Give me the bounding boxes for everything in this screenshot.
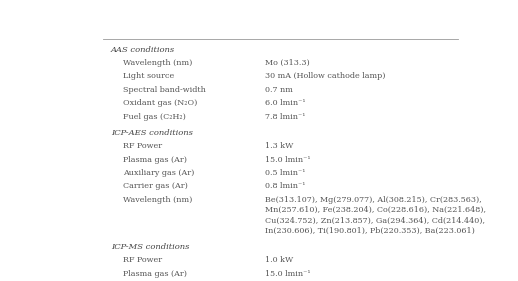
Text: 1.3 kW: 1.3 kW <box>266 142 294 150</box>
Text: Be(313.107), Mg(279.077), Al(308.215), Cr(283.563),
Mn(257.610), Fe(238.204), Co: Be(313.107), Mg(279.077), Al(308.215), C… <box>266 196 486 235</box>
Text: 6.0 lmin⁻¹: 6.0 lmin⁻¹ <box>266 99 306 107</box>
Text: RF Power: RF Power <box>123 142 162 150</box>
Text: 1.0 kW: 1.0 kW <box>266 256 294 264</box>
Text: Spectral band-width: Spectral band-width <box>123 86 206 94</box>
Text: 0.7 nm: 0.7 nm <box>266 86 293 94</box>
Text: ICP-AES conditions: ICP-AES conditions <box>111 129 193 137</box>
Text: Oxidant gas (N₂O): Oxidant gas (N₂O) <box>123 99 197 107</box>
Text: 0.5 lmin⁻¹: 0.5 lmin⁻¹ <box>266 169 306 177</box>
Text: 15.0 lmin⁻¹: 15.0 lmin⁻¹ <box>266 156 311 164</box>
Text: Plasma gas (Ar): Plasma gas (Ar) <box>123 270 187 278</box>
Text: Wavelength (nm): Wavelength (nm) <box>123 59 192 67</box>
Text: Fuel gas (C₂H₂): Fuel gas (C₂H₂) <box>123 113 186 121</box>
Text: 30 mA (Hollow cathode lamp): 30 mA (Hollow cathode lamp) <box>266 72 386 80</box>
Text: 15.0 lmin⁻¹: 15.0 lmin⁻¹ <box>266 270 311 278</box>
Text: Mo (313.3): Mo (313.3) <box>266 59 310 67</box>
Text: Auxiliary gas (Ar): Auxiliary gas (Ar) <box>123 169 194 177</box>
Text: 7.8 lmin⁻¹: 7.8 lmin⁻¹ <box>266 113 306 121</box>
Text: Light source: Light source <box>123 72 174 80</box>
Text: Plasma gas (Ar): Plasma gas (Ar) <box>123 156 187 164</box>
Text: Carrier gas (Ar): Carrier gas (Ar) <box>123 182 188 190</box>
Text: Wavelength (nm): Wavelength (nm) <box>123 196 192 204</box>
Text: RF Power: RF Power <box>123 256 162 264</box>
Text: ICP-MS conditions: ICP-MS conditions <box>111 243 189 251</box>
Text: AAS conditions: AAS conditions <box>111 46 175 54</box>
Text: 0.8 lmin⁻¹: 0.8 lmin⁻¹ <box>266 182 306 190</box>
